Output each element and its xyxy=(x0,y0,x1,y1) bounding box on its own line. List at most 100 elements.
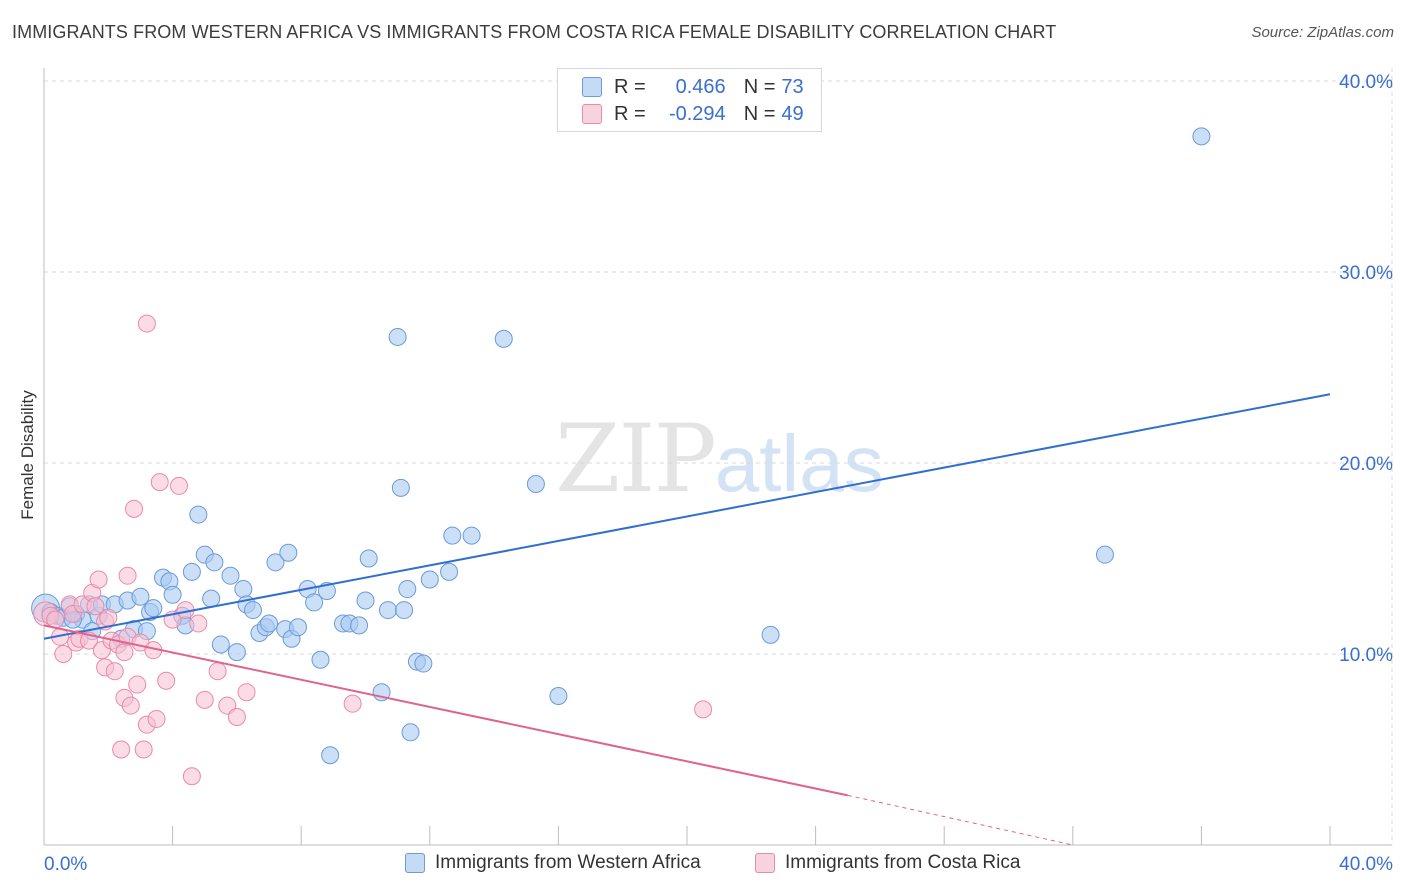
legend-r-label: R = xyxy=(614,102,646,125)
data-point-costa-rica xyxy=(189,614,208,633)
bottom-legend-label: Immigrants from Western Africa xyxy=(435,852,701,873)
data-point-western-africa xyxy=(1095,545,1114,564)
chart-title: IMMIGRANTS FROM WESTERN AFRICA VS IMMIGR… xyxy=(12,22,1057,42)
data-point-western-africa xyxy=(305,593,324,612)
legend-row-costa-rica: R = -0.294 N = 49 xyxy=(582,101,804,127)
legend-swatch-pink xyxy=(582,104,602,124)
x-tick-label: 40.0% xyxy=(1339,854,1393,875)
legend-row-western-africa: R = 0.466 N = 73 xyxy=(582,74,804,100)
data-point-western-africa xyxy=(260,614,279,633)
data-point-western-africa xyxy=(526,475,545,494)
data-point-western-africa xyxy=(443,526,462,545)
legend-n-value: 73 xyxy=(781,75,804,98)
data-point-costa-rica xyxy=(218,696,237,715)
data-point-western-africa xyxy=(243,601,262,620)
data-point-western-africa xyxy=(221,566,240,585)
legend-n-label: N = xyxy=(743,102,776,125)
data-point-western-africa xyxy=(440,562,459,581)
series-western-africa xyxy=(31,127,1211,765)
data-point-western-africa xyxy=(144,599,163,618)
data-point-western-africa xyxy=(131,587,150,606)
data-point-western-africa xyxy=(462,526,481,545)
data-point-costa-rica xyxy=(170,476,189,495)
x-tick-label: 0.0% xyxy=(44,854,87,875)
trend-line-western-africa xyxy=(43,393,1331,640)
data-point-western-africa xyxy=(395,601,414,620)
data-point-western-africa xyxy=(494,329,513,348)
data-point-western-africa xyxy=(391,478,410,497)
data-point-costa-rica xyxy=(237,683,256,702)
data-point-costa-rica xyxy=(227,708,246,727)
data-point-costa-rica xyxy=(150,473,169,492)
data-point-costa-rica xyxy=(147,709,166,728)
bottom-legend-costa-rica: Immigrants from Costa Rica xyxy=(755,852,1020,874)
data-point-western-africa xyxy=(266,553,285,572)
legend-n-value: 49 xyxy=(781,102,804,125)
data-point-western-africa xyxy=(288,618,307,637)
data-point-costa-rica xyxy=(99,608,118,627)
data-point-western-africa xyxy=(205,553,224,572)
data-point-western-africa xyxy=(379,601,398,620)
y-tick-label: 40.0% xyxy=(1339,72,1393,93)
data-point-costa-rica xyxy=(208,662,227,681)
data-point-costa-rica xyxy=(195,690,214,709)
data-point-costa-rica xyxy=(86,597,105,616)
data-point-costa-rica xyxy=(105,662,124,681)
y-axis-label: Female Disability xyxy=(18,390,37,520)
y-tick-label: 30.0% xyxy=(1339,263,1393,284)
bottom-legend-swatch-pink xyxy=(755,853,775,873)
data-point-western-africa xyxy=(420,570,439,589)
data-point-costa-rica xyxy=(343,694,362,713)
legend-r-label: R = xyxy=(614,75,646,98)
data-point-costa-rica xyxy=(134,740,153,759)
data-point-western-africa xyxy=(549,687,568,706)
bottom-legend-swatch-blue xyxy=(405,853,425,873)
data-point-costa-rica xyxy=(118,566,137,585)
data-point-costa-rica xyxy=(54,645,73,663)
trend-lines xyxy=(43,393,1331,846)
legend-r-value: -0.294 xyxy=(668,102,726,125)
watermark-zip: ZIP xyxy=(555,405,717,514)
data-point-costa-rica xyxy=(128,675,147,694)
data-point-western-africa xyxy=(189,505,208,524)
data-point-western-africa xyxy=(356,591,375,610)
y-tick-label: 10.0% xyxy=(1339,645,1393,666)
legend-r-value: 0.466 xyxy=(675,75,726,98)
data-point-costa-rica xyxy=(125,499,144,518)
axes xyxy=(43,68,1392,846)
data-point-western-africa xyxy=(321,746,340,765)
data-point-western-africa xyxy=(311,650,330,669)
data-point-western-africa xyxy=(359,549,378,568)
tick-labels: 10.0% 20.0% 30.0% 40.0% 0.0% 40.0% xyxy=(44,72,1393,875)
data-point-western-africa xyxy=(414,654,433,673)
data-point-western-africa xyxy=(211,635,230,654)
trend-line-costa-rica-extension xyxy=(847,794,1073,846)
data-point-costa-rica xyxy=(121,696,140,715)
data-point-costa-rica xyxy=(112,740,131,759)
series-costa-rica xyxy=(33,314,713,786)
data-point-costa-rica xyxy=(694,700,713,719)
legend-n-label: N = xyxy=(743,75,776,98)
data-point-western-africa xyxy=(761,625,780,644)
data-point-costa-rica xyxy=(182,767,201,786)
data-point-western-africa xyxy=(388,327,407,346)
data-point-costa-rica xyxy=(157,671,176,690)
correlation-legend: R = 0.466 N = 73 R = -0.294 N = 49 xyxy=(557,68,822,132)
data-point-western-africa xyxy=(163,585,182,604)
y-tick-label: 20.0% xyxy=(1339,454,1393,475)
legend-swatch-blue xyxy=(582,77,602,97)
data-point-costa-rica xyxy=(115,643,134,662)
data-point-western-africa xyxy=(202,589,221,608)
bottom-legend-label: Immigrants from Costa Rica xyxy=(785,852,1021,873)
data-point-western-africa xyxy=(234,580,253,599)
source-label: Source: ZipAtlas.com xyxy=(1251,24,1394,41)
data-point-western-africa xyxy=(182,562,201,581)
data-point-western-africa xyxy=(350,616,369,635)
data-point-western-africa xyxy=(279,543,298,562)
trend-line-costa-rica xyxy=(43,624,848,797)
data-point-western-africa xyxy=(398,580,417,599)
bottom-legend-western-africa: Immigrants from Western Africa xyxy=(405,852,701,874)
data-point-costa-rica xyxy=(89,570,108,589)
data-point-western-africa xyxy=(401,723,420,742)
